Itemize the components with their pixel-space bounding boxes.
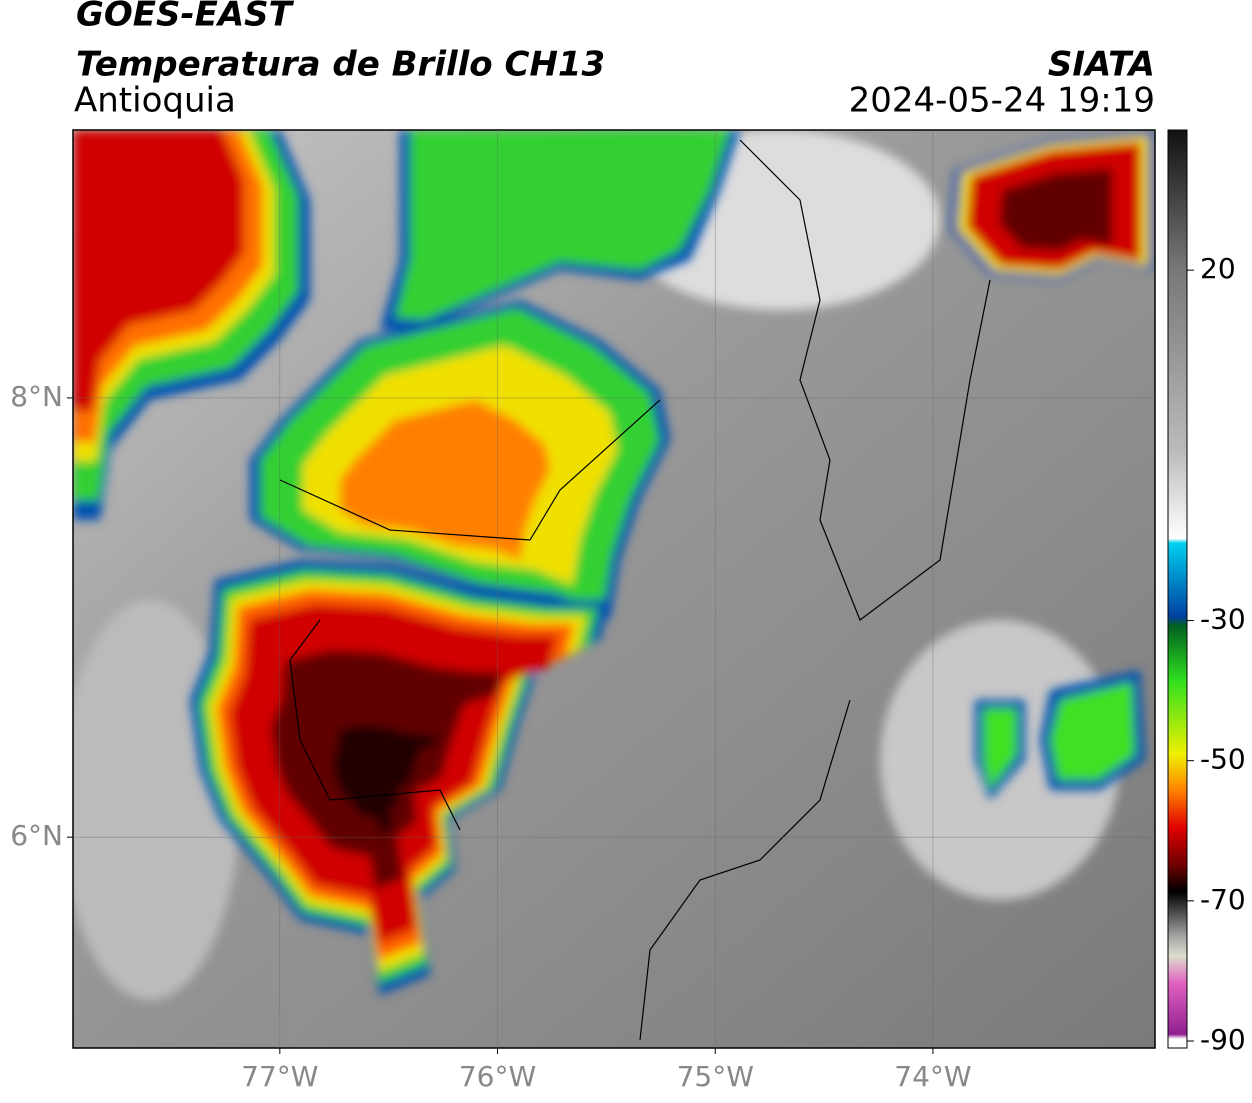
x-tick-label: 75°W xyxy=(677,1060,754,1093)
map-frame xyxy=(72,129,1156,1049)
datetime: 2024-05-24 19:19 xyxy=(849,81,1155,121)
colorbar-tick-label: -30 xyxy=(1200,603,1246,636)
colorbar-tick-label: 20 xyxy=(1200,252,1236,285)
x-tick-label: 77°W xyxy=(241,1060,318,1093)
satellite-image xyxy=(73,130,1155,1048)
y-tick-label: 6°N xyxy=(10,819,63,852)
title: GOES-EAST xyxy=(76,0,295,35)
region: Antioquia xyxy=(74,81,236,121)
source: SIATA xyxy=(1048,45,1155,85)
y-tick-label: 8°N xyxy=(10,380,63,413)
colorbar-tick-label: -90 xyxy=(1200,1023,1246,1056)
colorbar-tick-label: -50 xyxy=(1200,743,1246,776)
borders xyxy=(279,139,991,1041)
x-tick-label: 74°W xyxy=(894,1060,971,1093)
subtitle: Temperatura de Brillo CH13 xyxy=(76,45,605,85)
colorbar xyxy=(1167,129,1188,1049)
x-tick-label: 76°W xyxy=(459,1060,536,1093)
colorbar-tick-label: -70 xyxy=(1200,883,1246,916)
